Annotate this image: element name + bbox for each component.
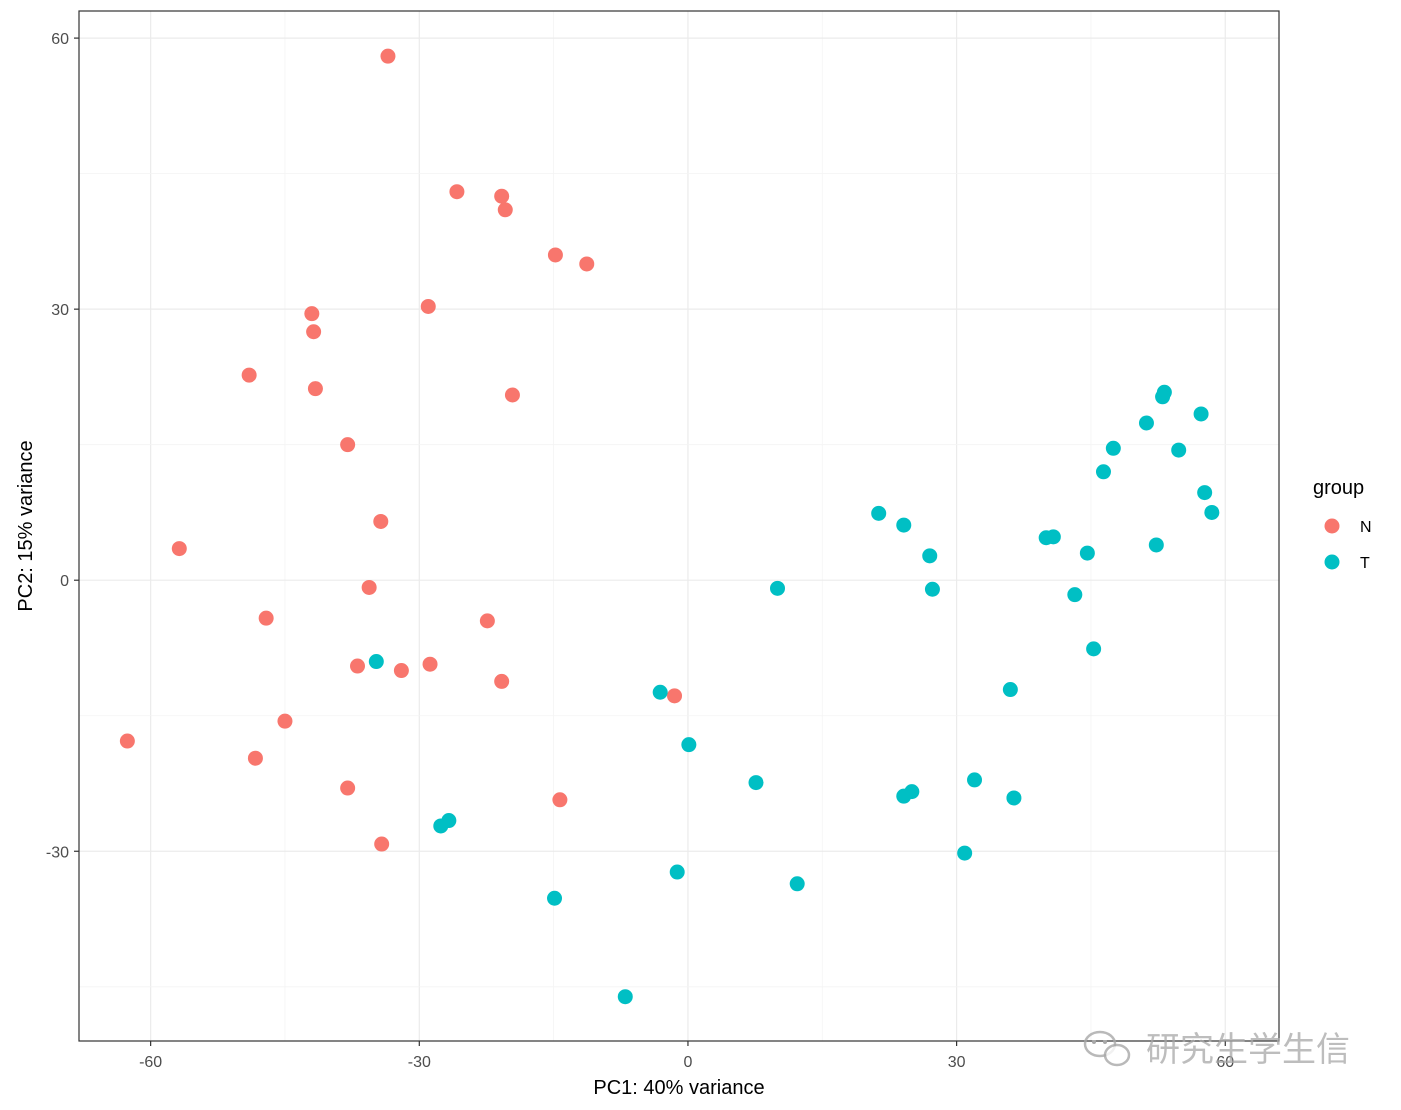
data-point-T (1148, 537, 1164, 553)
data-point-T (681, 737, 697, 753)
data-point-N (258, 610, 274, 626)
data-point-N (497, 202, 513, 218)
data-point-N (449, 184, 465, 200)
data-point-T (617, 989, 633, 1005)
data-point-N (547, 247, 563, 263)
data-point-N (373, 513, 389, 529)
data-point-T (1095, 464, 1111, 480)
x-tick-label: 30 (948, 1054, 966, 1071)
data-point-T (1138, 415, 1154, 431)
panel-border (78, 10, 1280, 1042)
data-point-T (652, 684, 668, 700)
legend-label-T: T (1360, 555, 1370, 572)
wechat-bubble-icon (1083, 1030, 1131, 1067)
data-point-T (669, 864, 685, 880)
data-point-N (119, 733, 135, 749)
legend-items: NT (1324, 518, 1372, 572)
data-point-T (1067, 587, 1083, 603)
data-point-T (748, 775, 764, 791)
data-point-N (307, 381, 323, 397)
x-tick-label: -60 (139, 1054, 162, 1071)
x-axis-ticks: -60 -30 0 30 60 (139, 1041, 1234, 1071)
data-point-N (304, 306, 320, 322)
data-point-T (1105, 440, 1121, 456)
data-point-N (420, 298, 436, 314)
x-tick-label: 0 (684, 1054, 693, 1071)
data-point-T (957, 845, 973, 861)
data-point-N (277, 713, 293, 729)
data-point-N (380, 48, 396, 64)
data-point-N (340, 780, 356, 796)
x-tick-label: -30 (408, 1054, 431, 1071)
data-point-N (247, 750, 263, 766)
data-point-N (504, 387, 520, 403)
legend-title: group (1313, 477, 1364, 499)
legend-key-N (1324, 518, 1340, 534)
data-point-T (1197, 485, 1213, 501)
data-point-N (494, 188, 510, 204)
data-point-T (922, 548, 938, 564)
data-point-T (441, 813, 457, 829)
data-point-N (171, 541, 187, 557)
data-point-T (547, 890, 563, 906)
legend-key-T (1324, 554, 1340, 570)
data-point-T (871, 505, 887, 521)
data-point-T (789, 876, 805, 892)
data-point-T (896, 517, 912, 533)
data-point-N (479, 613, 495, 629)
x-axis-title: PC1: 40% variance (593, 1077, 764, 1099)
watermark-text: 研究生学生信 (1146, 1030, 1350, 1070)
data-point-N (340, 437, 356, 453)
series-T (368, 384, 1220, 1005)
data-point-N (350, 658, 366, 674)
data-point-N (374, 836, 390, 852)
y-tick-label: 0 (60, 573, 69, 590)
data-point-T (1171, 442, 1187, 458)
legend-label-N: N (1360, 519, 1372, 536)
series-N (119, 48, 683, 852)
data-point-T (770, 580, 786, 596)
data-point-N (361, 579, 377, 595)
gridlines (79, 11, 1279, 1041)
y-tick-label: 60 (51, 31, 69, 48)
data-point-T (967, 772, 983, 788)
data-point-N (494, 673, 510, 689)
data-point-T (1079, 545, 1095, 561)
data-point-T (1155, 389, 1171, 405)
watermark: 研究生学生信 (1083, 1030, 1350, 1070)
data-point-T (924, 581, 940, 597)
data-point-T (1086, 641, 1102, 657)
legend: group NT (1313, 477, 1372, 572)
y-tick-label: -30 (46, 844, 69, 861)
data-point-N (667, 688, 683, 704)
y-axis-title: PC2: 15% variance (15, 440, 37, 611)
data-point-N (306, 324, 322, 340)
y-axis-ticks: -30 0 30 60 (46, 31, 79, 861)
data-point-T (368, 654, 384, 670)
x-tick-label: 60 (1216, 1054, 1234, 1071)
data-point-N (393, 663, 409, 679)
data-point-T (1002, 682, 1018, 698)
data-point-T (904, 784, 920, 800)
data-points (119, 48, 1220, 1005)
y-tick-label: 30 (51, 302, 69, 319)
data-point-N (579, 256, 595, 272)
data-point-T (1045, 529, 1061, 545)
data-point-N (552, 792, 568, 808)
data-point-T (1204, 504, 1220, 520)
data-point-N (241, 367, 257, 383)
data-point-T (1193, 406, 1209, 422)
data-point-T (1006, 790, 1022, 806)
data-point-N (422, 656, 438, 672)
